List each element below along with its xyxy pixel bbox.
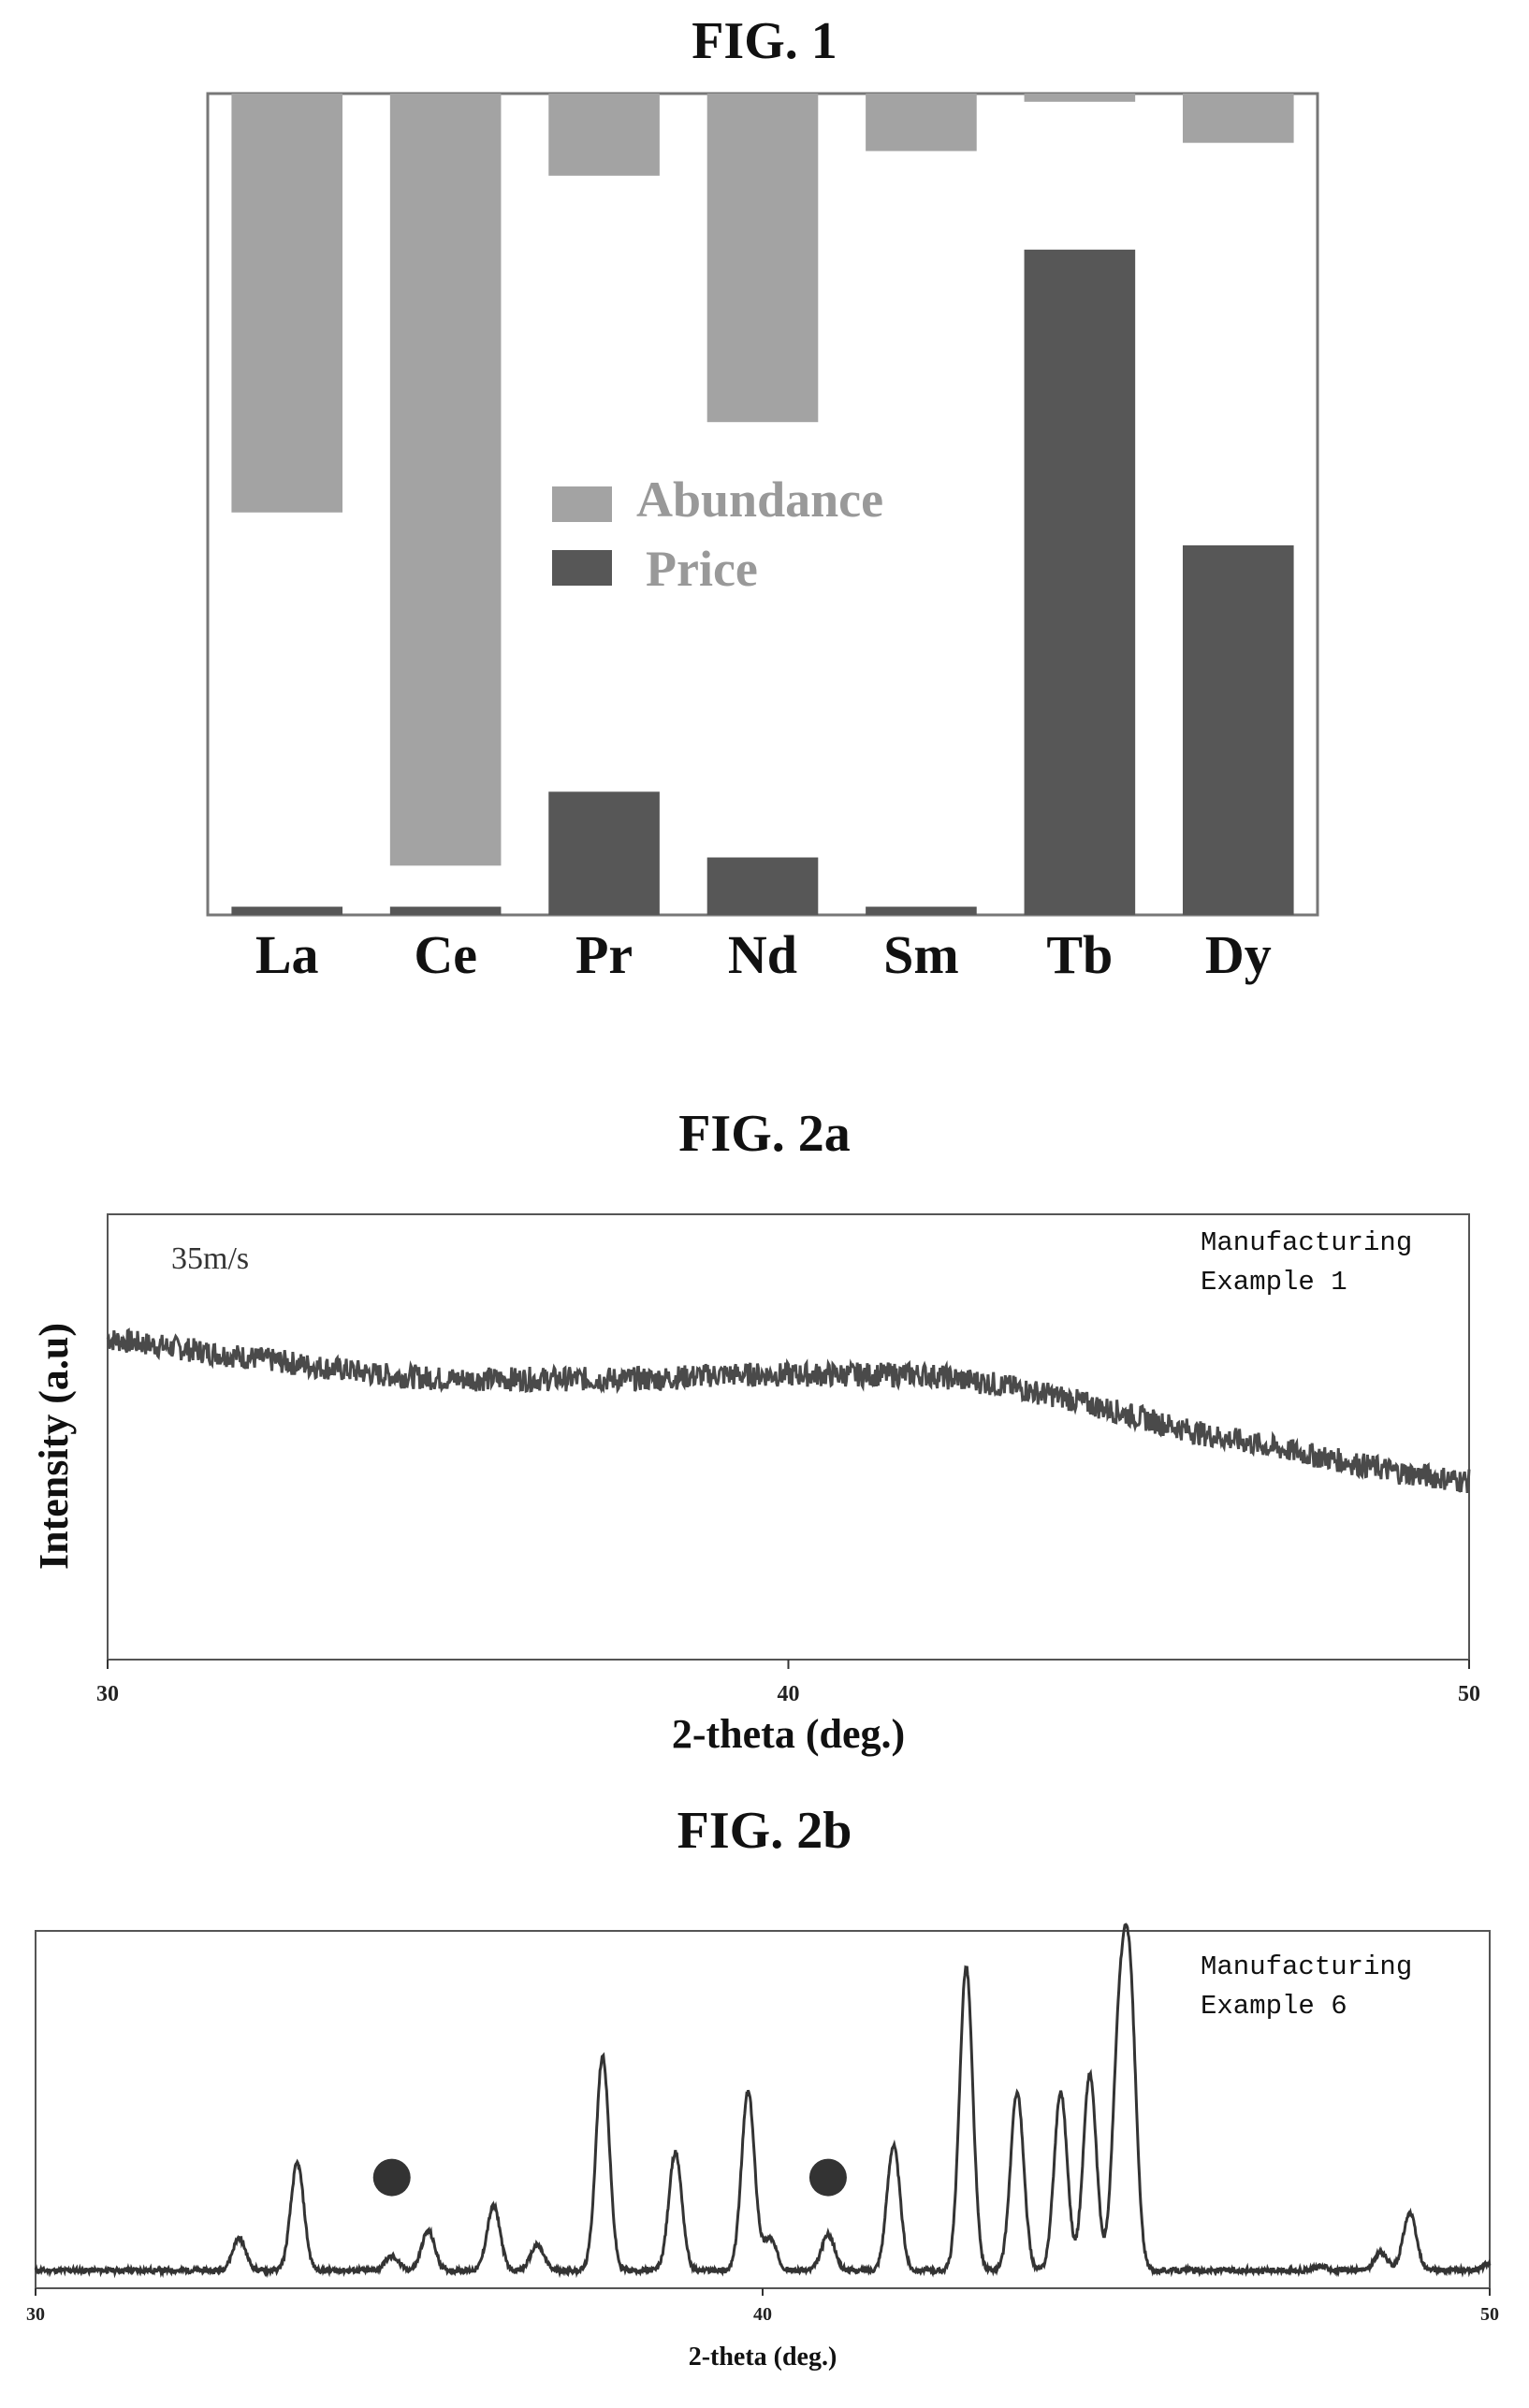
x-tick-label-30: 30 <box>26 2304 45 2325</box>
fig2b-title: FIG. 2b <box>677 1802 852 1860</box>
category-label-ce: Ce <box>414 924 477 985</box>
x-tick-label-40: 40 <box>753 2304 772 2325</box>
sample-label-line-1: Manufacturing <box>1201 1951 1412 1982</box>
price-bar-nd <box>706 857 819 915</box>
price-bar-sm <box>866 907 977 915</box>
category-label-la: La <box>255 924 319 985</box>
fig1-title: FIG. 1 <box>692 12 837 70</box>
xrd-trace-fig2a <box>106 1327 1471 1494</box>
category-label-sm: Sm <box>883 924 959 985</box>
legend-label-abundance: Abundance <box>636 471 883 528</box>
abundance-bar-tb <box>1024 94 1136 102</box>
fig1-chart: La Ce Pr Nd Sm Tb Dy Abundance Price <box>206 92 1319 985</box>
sample-label-line-1: Manufacturing <box>1201 1227 1412 1258</box>
abundance-bar-pr <box>548 94 660 176</box>
abundance-bar-la <box>231 94 343 513</box>
phase-marker-dot-2 <box>808 2158 847 2197</box>
phase-marker-dot-1 <box>372 2158 411 2197</box>
legend-label-price: Price <box>646 541 758 597</box>
x-tick-label-50: 50 <box>1458 1682 1480 1706</box>
x-axis-label: 2-theta (deg.) <box>672 1711 905 1757</box>
x-tick-label-30: 30 <box>96 1682 119 1706</box>
xrd-trace-fig2b <box>34 1922 1492 2279</box>
category-label-nd: Nd <box>728 924 797 985</box>
abundance-bar-ce <box>389 94 502 866</box>
abundance-bar-nd <box>706 94 819 423</box>
category-label-dy: Dy <box>1205 924 1272 985</box>
speed-annotation: 35m/s <box>171 1241 249 1276</box>
legend-swatch-price <box>552 550 612 586</box>
abundance-bar-dy <box>1182 94 1294 143</box>
fig2b-chart: 30 40 50 2-theta (deg.) Manufacturing Example… <box>26 1922 1499 2372</box>
category-label-pr: Pr <box>575 924 633 985</box>
legend-swatch-abundance <box>552 486 612 522</box>
category-label-tb: Tb <box>1046 924 1113 985</box>
sample-label-line-2: Example 1 <box>1201 1267 1347 1298</box>
y-axis-label: Intensity (a.u) <box>31 1323 77 1570</box>
x-tick-label-40: 40 <box>778 1682 800 1706</box>
fig2a-chart: 30 40 50 2-theta (deg.) Intensity (a.u) 35m/s… <box>31 1213 1480 1757</box>
price-bar-ce <box>389 907 502 915</box>
x-tick-label-50: 50 <box>1480 2304 1499 2325</box>
fig2a-title: FIG. 2a <box>678 1105 851 1163</box>
price-bar-dy <box>1182 544 1294 915</box>
price-bar-la <box>231 907 343 915</box>
abundance-bar-sm <box>866 94 977 152</box>
sample-label-line-2: Example 6 <box>1201 1991 1347 2022</box>
x-axis-label: 2-theta (deg.) <box>689 2343 837 2372</box>
price-bar-tb <box>1024 249 1136 915</box>
price-bar-pr <box>548 791 660 915</box>
